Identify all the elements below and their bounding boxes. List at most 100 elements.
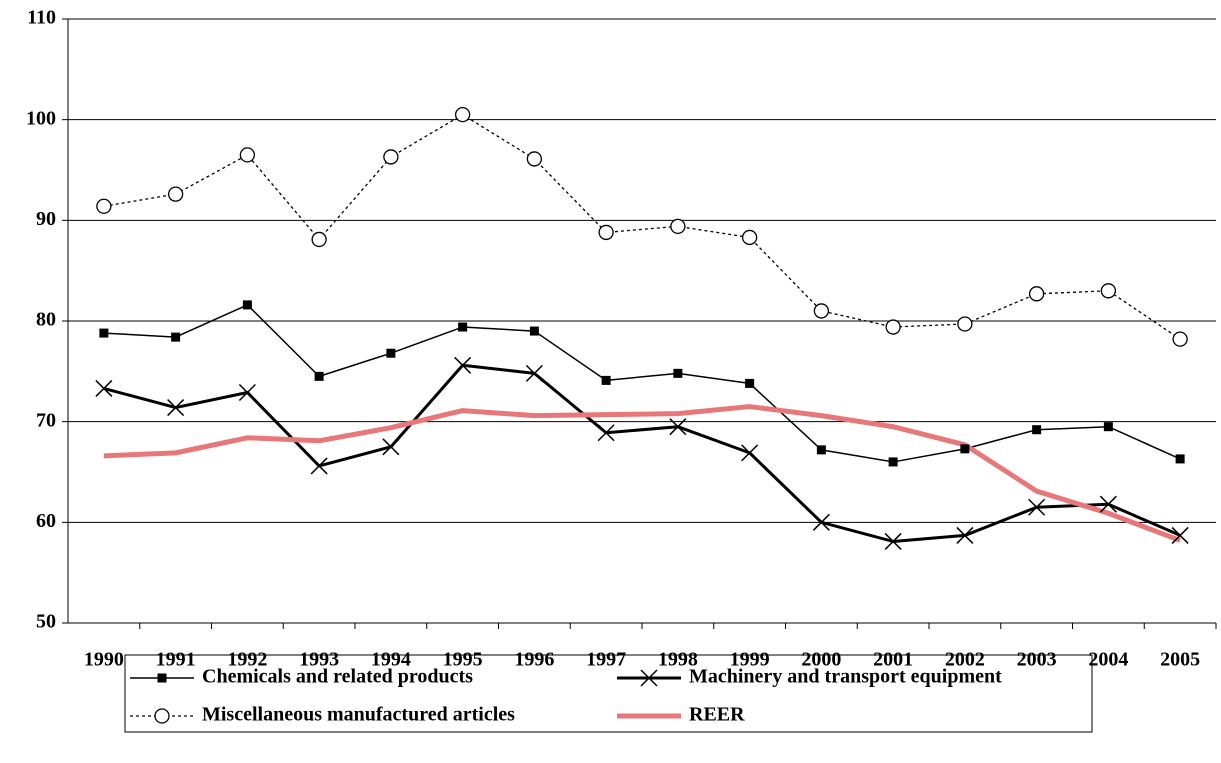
marker	[957, 316, 973, 332]
x-tick-label: 2003	[1017, 649, 1057, 671]
marker	[310, 457, 328, 475]
marker	[529, 326, 539, 336]
marker-circle	[885, 319, 901, 335]
marker-x	[1171, 526, 1189, 544]
marker-square	[458, 322, 468, 332]
marker	[741, 444, 759, 462]
marker	[167, 399, 185, 417]
x-tick-label: 1993	[299, 649, 339, 671]
marker-x	[741, 444, 759, 462]
y-tick-label: 50	[36, 611, 56, 633]
marker-square	[1103, 422, 1113, 432]
marker	[888, 457, 898, 467]
marker-square	[157, 673, 167, 683]
y-tick-label: 90	[36, 208, 56, 230]
marker-x	[310, 457, 328, 475]
marker-x	[956, 526, 974, 544]
marker-square	[601, 375, 611, 385]
series-line	[103, 113, 1181, 340]
marker-square	[745, 378, 755, 388]
marker-x	[525, 364, 543, 382]
marker-x	[812, 513, 830, 531]
marker-x	[669, 418, 687, 436]
marker-circle	[1100, 283, 1117, 299]
marker-square	[314, 371, 324, 381]
marker	[1100, 283, 1117, 299]
marker-x	[95, 379, 113, 397]
marker	[386, 348, 396, 358]
marker-square	[386, 348, 396, 358]
x-tick-label: 1996	[514, 649, 554, 671]
marker	[1028, 498, 1046, 516]
marker-square	[1175, 454, 1185, 464]
marker	[96, 198, 112, 214]
marker-circle	[383, 149, 399, 165]
x-tick-label: 2004	[1088, 649, 1128, 671]
marker-x	[884, 532, 902, 550]
marker-circle	[167, 186, 184, 202]
y-tick-label: 60	[36, 510, 56, 532]
x-tick-label: 1999	[730, 649, 770, 671]
marker-circle	[957, 316, 973, 332]
marker	[741, 229, 758, 246]
x-tick-label: 1992	[227, 649, 267, 671]
marker	[382, 438, 400, 456]
series-line	[103, 304, 1181, 463]
marker	[1099, 495, 1117, 513]
legend-label: Chemicals and related products	[202, 666, 473, 688]
legend-label: Machinery and transport equipment	[689, 666, 1002, 688]
marker	[167, 186, 184, 202]
marker	[99, 328, 109, 338]
y-tick-label: 80	[36, 309, 56, 331]
marker	[884, 532, 902, 550]
marker	[1172, 331, 1188, 347]
x-tick-label: 1998	[658, 649, 698, 671]
marker	[95, 379, 113, 397]
x-tick-label: 2000	[801, 649, 841, 671]
y-tick-label: 100	[26, 107, 56, 129]
marker	[885, 319, 901, 335]
x-tick-label: 1995	[443, 649, 483, 671]
marker-circle	[741, 229, 758, 246]
marker	[1028, 286, 1045, 302]
marker	[1032, 425, 1042, 435]
legend-label: REER	[689, 704, 745, 726]
marker	[956, 526, 974, 544]
marker	[670, 218, 686, 235]
marker	[960, 444, 970, 454]
legend-box	[124, 654, 1093, 733]
marker	[673, 368, 683, 378]
x-tick-label: 2001	[873, 649, 913, 671]
marker	[314, 371, 324, 381]
marker	[1103, 422, 1113, 432]
marker	[458, 322, 468, 332]
marker	[598, 224, 614, 241]
marker-square	[99, 328, 109, 338]
marker-circle	[154, 708, 170, 724]
marker	[157, 673, 167, 683]
marker-x	[1028, 498, 1046, 516]
marker-x	[382, 438, 400, 456]
x-tick-label: 2005	[1160, 649, 1200, 671]
series-line	[103, 363, 1181, 543]
marker-x	[454, 356, 472, 374]
marker-square	[171, 332, 181, 342]
marker-square	[673, 368, 683, 378]
marker-circle	[670, 218, 686, 235]
marker	[812, 513, 830, 531]
marker	[640, 669, 658, 687]
x-tick-label: 1990	[84, 649, 124, 671]
marker	[525, 364, 543, 382]
marker-x	[167, 399, 185, 417]
marker	[242, 300, 252, 310]
marker-square	[529, 326, 539, 336]
marker-square	[960, 444, 970, 454]
marker-square	[242, 300, 252, 310]
marker-circle	[526, 151, 543, 167]
marker	[238, 383, 256, 402]
marker	[239, 147, 256, 163]
legend-label: Miscellaneous manufactured articles	[202, 704, 515, 726]
marker-x	[597, 424, 615, 442]
x-tick-label: 1994	[371, 649, 411, 671]
